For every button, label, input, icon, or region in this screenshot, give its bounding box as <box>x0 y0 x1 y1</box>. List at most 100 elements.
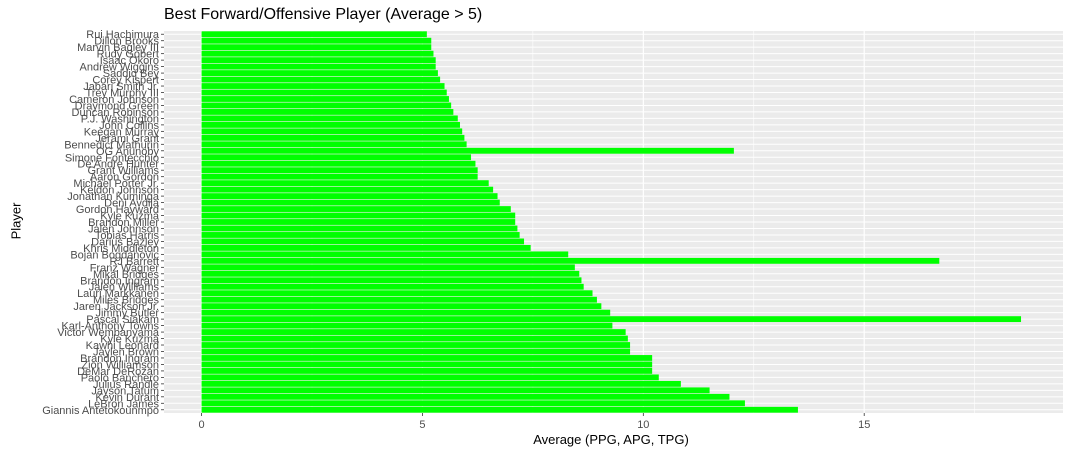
bar <box>201 225 518 232</box>
bar <box>201 322 613 329</box>
bar <box>201 37 432 44</box>
bar <box>201 238 525 245</box>
bar <box>201 232 520 238</box>
bar <box>201 31 427 38</box>
y-tick-label: Grant Williams <box>87 165 159 177</box>
y-tick-label: Saddiq Bey <box>103 68 160 80</box>
y-tick-label: Julius Randle <box>93 379 159 391</box>
bar <box>201 199 500 206</box>
bar <box>201 219 516 225</box>
bar <box>201 244 531 251</box>
y-tick-label: Pascal Siakam <box>86 314 159 326</box>
y-tick-label: Brandon Ingram <box>80 275 159 287</box>
bar <box>201 296 597 303</box>
bar <box>201 290 593 297</box>
bar <box>201 180 489 187</box>
y-tick-label: Jalen Williams <box>89 282 160 294</box>
y-tick-label: Giannis Antetokounmpo <box>42 405 159 417</box>
y-tick-label: Kyle Kuzma <box>100 211 160 223</box>
y-tick-label: Bennedict Mathurin <box>64 139 159 151</box>
y-tick-label: DeMar DeRozan <box>77 366 159 378</box>
bar <box>201 193 498 200</box>
y-tick-label: P.J. Washington <box>81 113 159 125</box>
y-tick-label: Dillon Brooks <box>94 36 159 48</box>
bar <box>201 361 653 368</box>
y-tick-label: Khris Middleton <box>83 243 159 255</box>
bar <box>201 406 798 413</box>
y-tick-label: John Collins <box>99 120 159 132</box>
y-tick-label: Keegan Murray <box>84 126 160 138</box>
bar <box>201 115 458 122</box>
bar <box>201 44 432 51</box>
bar <box>201 109 454 115</box>
bar <box>201 303 602 310</box>
y-tick-label: Rui Hachimura <box>86 29 160 41</box>
y-tick-label: Lauri Markkanen <box>77 288 159 300</box>
bar <box>201 355 653 361</box>
bar <box>201 128 463 135</box>
bar <box>201 400 745 407</box>
y-tick-label: Isaac Okoro <box>100 55 159 67</box>
y-tick-label: Michael Porter Jr. <box>73 178 159 190</box>
y-tick-label: Keldon Johnson <box>80 185 159 197</box>
bar <box>201 186 494 193</box>
y-tick-label: Simone Fontecchio <box>65 152 159 164</box>
bar <box>201 368 653 374</box>
y-tick-label: Miles Bridges <box>93 295 160 307</box>
y-tick-label: Tobias Harris <box>95 230 160 242</box>
bar <box>201 264 575 271</box>
y-tick-label: Jayson Tatum <box>91 385 159 397</box>
y-tick-label: Jonathan Kuminga <box>67 191 160 203</box>
x-axis-title: Average (PPG, APG, TPG) <box>533 432 689 447</box>
bar <box>201 257 940 264</box>
bar <box>201 380 681 387</box>
bar <box>201 277 582 284</box>
y-tick-label: Rudy Gobert <box>97 49 159 61</box>
y-tick-label: Marvin Bagley III <box>77 42 159 54</box>
x-tick-label: 0 <box>198 419 204 431</box>
y-tick-label: Cameron Johnson <box>69 94 159 106</box>
bar <box>201 63 436 70</box>
bar <box>201 50 434 57</box>
bar <box>201 83 445 89</box>
y-tick-label: Trey Murphy III <box>85 88 159 100</box>
y-tick-label: Bojan Bogdanovic <box>70 249 159 261</box>
y-tick-label: Aaron Gordon <box>90 172 159 184</box>
bar <box>201 147 734 154</box>
y-tick-label: Brandon Ingram <box>80 353 159 365</box>
y-tick-label: Kawhi Leonard <box>86 340 159 352</box>
y-tick-label: Victor Wembanyama <box>57 327 160 339</box>
y-tick-label: LeBron James <box>88 398 159 410</box>
y-tick-label: Jalen Johnson <box>88 223 159 235</box>
y-tick-label: Kevin Durant <box>95 392 159 404</box>
bar <box>201 70 438 76</box>
y-tick-label: Jerami Grant <box>95 133 159 145</box>
bar <box>201 121 460 128</box>
y-tick-label: Jaren Jackson Jr. <box>73 301 159 313</box>
chart-title: Best Forward/Offensive Player (Average >… <box>164 6 483 23</box>
bar <box>201 173 478 180</box>
y-tick-label: OG Anunoby <box>96 146 159 158</box>
y-tick-label: Andrew Wiggins <box>80 62 160 74</box>
bar <box>201 335 628 342</box>
y-tick-label: Brandon Miller <box>88 217 159 229</box>
y-tick-label: Gordon Hayward <box>76 204 159 216</box>
bar <box>201 283 584 290</box>
bar <box>201 167 478 174</box>
x-tick-label: 5 <box>419 419 425 431</box>
y-tick-label: Mikal Bridges <box>93 269 160 281</box>
bar <box>201 160 476 167</box>
y-tick-label: De'Andre Hunter <box>77 159 159 171</box>
bar <box>201 251 569 258</box>
bar <box>201 212 516 219</box>
bar <box>201 387 710 394</box>
y-tick-label: Darius Bazley <box>91 236 159 248</box>
y-tick-label: Jimmy Butler <box>95 308 159 320</box>
y-tick-label: Karl-Anthony Towns <box>61 321 159 333</box>
bar <box>201 102 452 109</box>
bar <box>201 309 611 316</box>
bar <box>201 134 465 141</box>
bar <box>201 141 467 148</box>
